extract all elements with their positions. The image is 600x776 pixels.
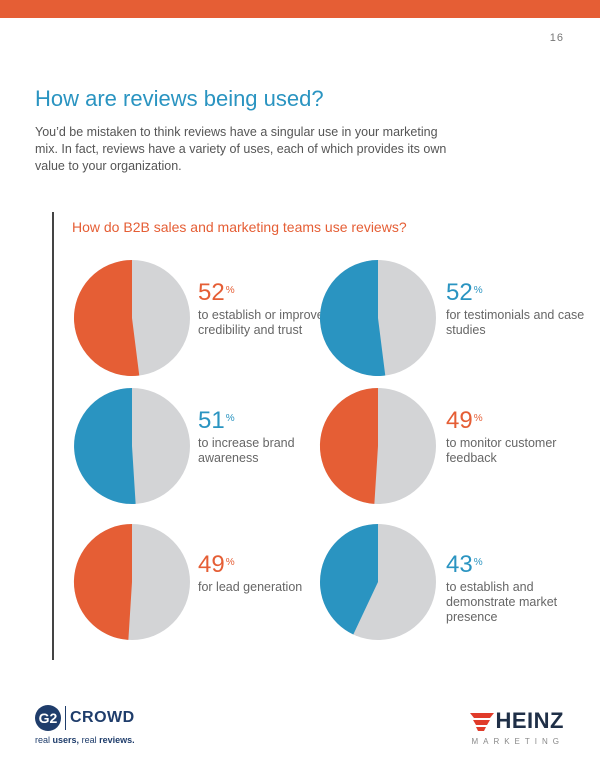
pie-chart [318,522,438,642]
stat-value: 49 [198,551,225,578]
stat-label: to establish or improve credibility and … [198,308,324,337]
stat-label: for testimonials and case studies [446,308,585,337]
stat-value: 43 [446,551,473,578]
stat-unit: % [225,557,235,568]
stat-percentage: 49% [446,408,600,434]
stat-block: 52% to establish or improve credibility a… [198,280,358,338]
stat-value: 52 [446,279,473,306]
g2-tagline: real users, real reviews. [35,735,135,745]
stat-percentage: 43% [446,552,600,578]
stat-value: 52 [198,279,225,306]
heinz-wordmark: HEINZ [495,708,564,733]
stat-percentage: 52% [446,280,600,306]
chart-vertical-rule [52,212,54,660]
pie-chart [72,258,192,378]
stat-percentage: 49% [198,552,358,578]
page-title: How are reviews being used? [35,86,324,111]
stat-label: to increase brand awareness [198,436,295,465]
stat-block: 49% for lead generation [198,552,358,595]
heinz-marketing-logo: HEINZ MARKETING [469,708,565,746]
pie-chart [318,386,438,506]
pie-chart [72,386,192,506]
pie-chart [318,258,438,378]
tagline-word: real [81,735,97,745]
pie-slice-value [319,260,386,376]
stat-block: 49% to monitor customer feedback [446,408,600,466]
chart-title: How do B2B sales and marketing teams use… [72,219,407,235]
stat-unit: % [225,285,235,296]
stat-label: for lead generation [198,580,303,594]
pie-slice-value [73,260,140,376]
stat-unit: % [473,285,483,296]
pie-slice-value [74,388,136,504]
stat-block: 43% to establish and demonstrate market p… [446,552,600,625]
stat-value: 51 [198,407,225,434]
stat-unit: % [473,557,483,568]
stat-unit: % [473,413,483,424]
g2-mark-icon: G2 [35,705,61,731]
tagline-word: real [35,735,51,745]
top-accent-bar [0,0,600,18]
page-number: 16 [549,32,564,44]
stat-unit: % [225,413,235,424]
logo-divider [65,706,66,730]
heinz-subtitle: MARKETING [471,737,564,746]
pie-slice-value [319,387,378,504]
stat-percentage: 51% [198,408,358,434]
pie-slice-value [73,523,132,640]
stat-label: to establish and demonstrate market pres… [446,580,558,624]
stat-value: 49 [446,407,473,434]
stat-block: 51% to increase brand awareness [198,408,358,466]
tagline-word: users, [52,735,80,745]
pie-chart [72,522,192,642]
intro-paragraph: You’d be mistaken to think reviews have … [35,125,447,173]
tagline-word: reviews. [99,735,135,745]
stat-block: 52% for testimonials and case studies [446,280,600,338]
pie-slice-value [319,524,378,635]
g2-crowd-logo: G2 CROWD real users, real reviews. [35,705,135,745]
g2-crowd-wordmark: CROWD [70,709,135,726]
stat-percentage: 52% [198,280,358,306]
stat-label: to monitor customer feedback [446,436,557,465]
heinz-flag-icon [469,713,494,731]
